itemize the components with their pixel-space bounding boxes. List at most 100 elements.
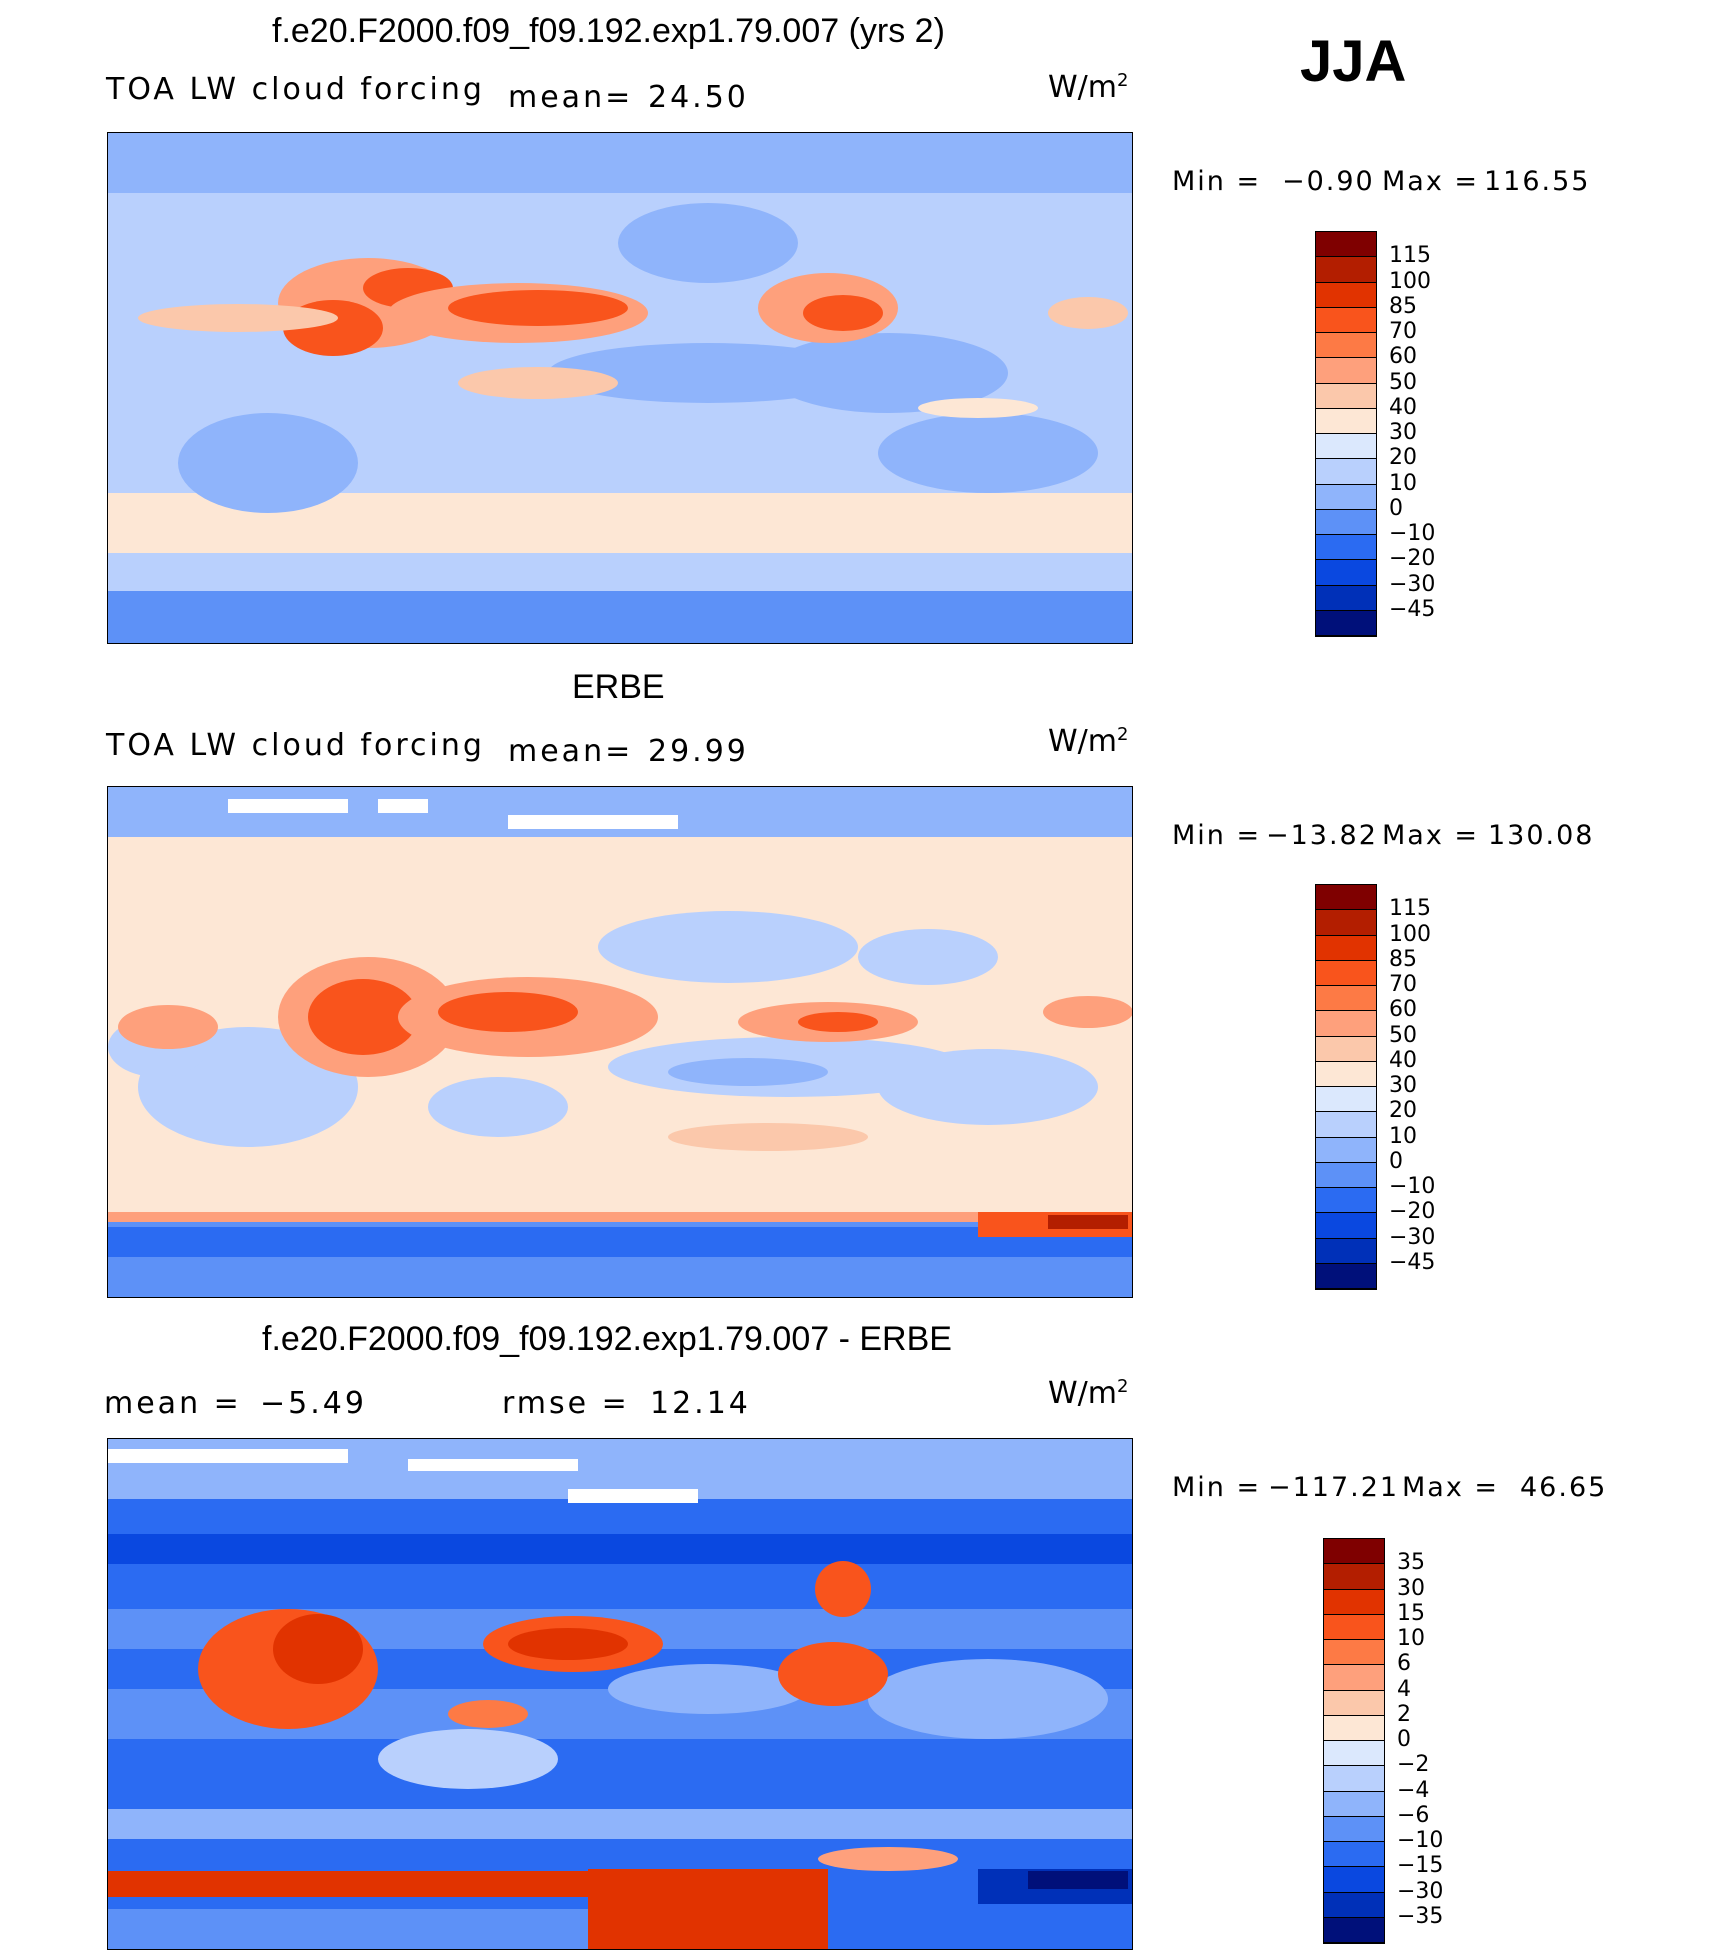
colorbar-tick-label: 0 <box>1389 1148 1403 1174</box>
colorbar-tick-label: 50 <box>1389 1022 1417 1048</box>
colorbar-swatch <box>1324 1816 1384 1842</box>
colorbar-swatch <box>1316 585 1376 611</box>
panel-model-mean-label: mean= <box>508 80 634 115</box>
colorbar-tick-label: 15 <box>1397 1600 1425 1626</box>
colorbar-tick-label: 30 <box>1397 1575 1425 1601</box>
panel-diff-max-value: 46.65 <box>1520 1472 1608 1503</box>
panel-diff-min-value: −117.21 <box>1268 1472 1400 1503</box>
colorbar-tick-label: −6 <box>1397 1802 1430 1828</box>
colorbar-tick-label: 35 <box>1397 1550 1425 1576</box>
colorbar-tick-label: 10 <box>1389 470 1417 496</box>
colorbar-swatch <box>1316 560 1376 586</box>
colorbar-swatch <box>1316 333 1376 359</box>
colorbar-swatch <box>1316 1137 1376 1163</box>
panel-model-min-label: Min = <box>1172 166 1262 197</box>
colorbar-swatch <box>1324 1640 1384 1666</box>
colorbar-swatch <box>1316 1213 1376 1239</box>
colorbar-tick-label: 20 <box>1389 445 1417 471</box>
colorbar-swatch <box>1316 910 1376 936</box>
colorbar-tick-label: 100 <box>1389 921 1431 947</box>
panel-diff-units: W/m2 <box>1048 1376 1129 1411</box>
panel-obs-map-svg <box>108 787 1132 1297</box>
panel-model-map <box>107 132 1133 644</box>
panel-obs-map <box>107 786 1133 1298</box>
colorbar-tick-label: 4 <box>1397 1676 1411 1702</box>
panel-obs-mean-value: 29.99 <box>648 734 749 769</box>
colorbar-tick-label: 50 <box>1389 369 1417 395</box>
colorbar-tick-label: −4 <box>1397 1777 1430 1803</box>
colorbar-swatch <box>1324 1766 1384 1792</box>
panel-model-min-value: −0.90 <box>1282 166 1375 197</box>
colorbar-swatch <box>1316 1112 1376 1138</box>
colorbar-tick-label: 100 <box>1389 268 1431 294</box>
colorbar-tick-label: 85 <box>1389 293 1417 319</box>
colorbar-swatch <box>1316 1087 1376 1113</box>
colorbar-tick-label: 30 <box>1389 420 1417 445</box>
colorbar-swatch <box>1324 1539 1384 1565</box>
colorbar-swatch <box>1316 408 1376 434</box>
colorbar-tick-label: 60 <box>1389 997 1417 1023</box>
colorbar-swatch <box>1324 1917 1384 1943</box>
panel-diff-min-label: Min = <box>1172 1472 1262 1503</box>
colorbar-swatch <box>1316 1188 1376 1214</box>
panel-model-colorbar <box>1315 231 1377 637</box>
colorbar-tick-label: 70 <box>1389 972 1417 997</box>
panel-diff-rmse-label: rmse = <box>502 1386 630 1421</box>
colorbar-swatch <box>1316 986 1376 1012</box>
colorbar-tick-label: 10 <box>1397 1626 1425 1651</box>
colorbar-tick-label: 115 <box>1389 896 1431 922</box>
colorbar-swatch <box>1324 1867 1384 1893</box>
colorbar-swatch <box>1324 1614 1384 1640</box>
colorbar-tick-label: 20 <box>1389 1098 1417 1124</box>
panel-model-units: W/m2 <box>1048 70 1129 105</box>
colorbar-tick-label: 2 <box>1397 1701 1411 1727</box>
colorbar-tick-label: −30 <box>1389 1224 1436 1250</box>
colorbar-swatch <box>1316 358 1376 384</box>
panel-obs-max-value: 130.08 <box>1488 820 1595 851</box>
panel-diff-mean-label: mean = <box>104 1386 242 1421</box>
colorbar-tick-label: 0 <box>1389 495 1403 521</box>
panel-obs-variable-label: TOA LW cloud forcing <box>106 728 485 763</box>
colorbar-tick-label: 10 <box>1389 1123 1417 1149</box>
season-label: JJA <box>1300 29 1407 94</box>
colorbar-swatch <box>1316 1263 1376 1289</box>
colorbar-swatch <box>1316 1238 1376 1264</box>
colorbar-swatch <box>1316 535 1376 561</box>
panel-obs-mean-label: mean= <box>508 734 634 769</box>
colorbar-swatch <box>1316 232 1376 258</box>
panel-obs-max-label: Max = <box>1382 820 1480 851</box>
panel-model-title: f.e20.F2000.f09_f09.192.exp1.79.007 (yrs… <box>272 12 945 50</box>
panel-model-variable-label: TOA LW cloud forcing <box>106 72 485 107</box>
colorbar-swatch <box>1324 1741 1384 1767</box>
colorbar-swatch <box>1324 1791 1384 1817</box>
colorbar-tick-label: −20 <box>1389 546 1436 572</box>
colorbar-tick-label: −30 <box>1389 571 1436 597</box>
colorbar-tick-label: −45 <box>1389 596 1436 622</box>
colorbar-tick-label: −15 <box>1397 1853 1444 1879</box>
panel-diff-max-label: Max = <box>1402 1472 1500 1503</box>
colorbar-tick-label: 0 <box>1397 1727 1411 1752</box>
colorbar-tick-label: −2 <box>1397 1752 1430 1778</box>
colorbar-swatch <box>1316 434 1376 460</box>
colorbar-swatch <box>1316 885 1376 911</box>
colorbar-swatch <box>1316 960 1376 986</box>
colorbar-tick-label: 60 <box>1389 344 1417 370</box>
arctic-band <box>108 133 1132 193</box>
colorbar-swatch <box>1316 610 1376 636</box>
colorbar-tick-label: −35 <box>1397 1903 1444 1929</box>
antarctic-band <box>108 591 1132 643</box>
panel-diff-map <box>107 1438 1133 1950</box>
colorbar-tick-label: −10 <box>1389 1174 1436 1199</box>
panel-diff-colorbar <box>1323 1538 1385 1944</box>
panel-model-max-value: 116.55 <box>1484 166 1591 197</box>
colorbar-swatch <box>1324 1892 1384 1918</box>
colorbar-swatch <box>1316 1036 1376 1062</box>
colorbar-swatch <box>1316 1061 1376 1087</box>
colorbar-swatch <box>1324 1715 1384 1741</box>
panel-diff-rmse-value: 12.14 <box>650 1386 751 1421</box>
panel-obs-min-label: Min = <box>1172 820 1262 851</box>
colorbar-swatch <box>1316 935 1376 961</box>
colorbar-swatch <box>1324 1665 1384 1691</box>
colorbar-swatch <box>1316 459 1376 485</box>
panel-model-map-svg <box>108 133 1132 643</box>
